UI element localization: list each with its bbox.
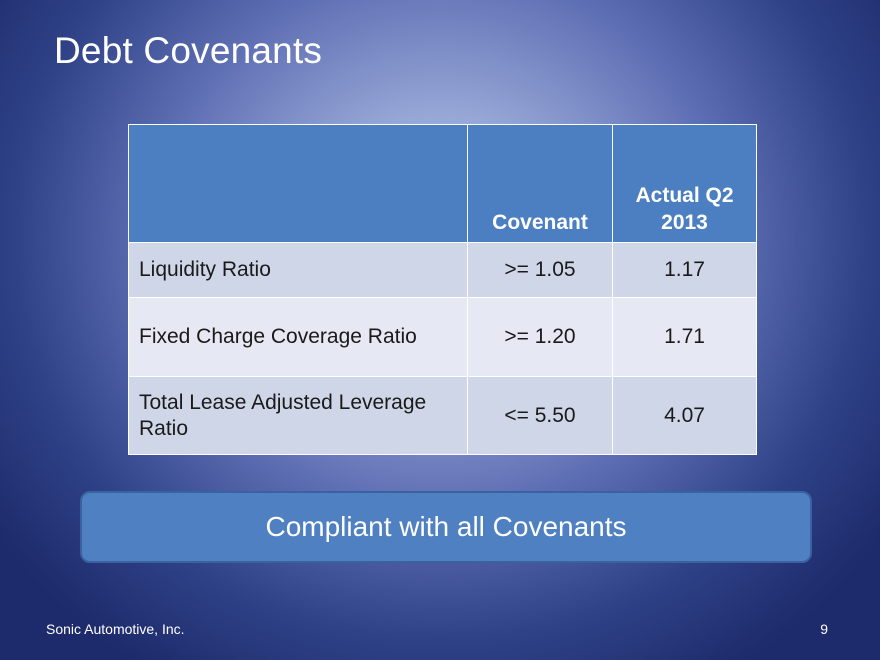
- row-label: Liquidity Ratio: [128, 242, 468, 298]
- page-number: 9: [820, 621, 828, 637]
- compliance-banner: Compliant with all Covenants: [80, 491, 812, 563]
- table-row: Fixed Charge Coverage Ratio >= 1.20 1.71: [128, 297, 757, 377]
- row-covenant: >= 1.20: [467, 297, 613, 377]
- header-blank: [128, 124, 468, 243]
- row-actual: 4.07: [612, 376, 757, 455]
- table-row: Liquidity Ratio >= 1.05 1.17: [128, 242, 757, 298]
- row-actual: 1.17: [612, 242, 757, 298]
- table-row: Total Lease Adjusted Leverage Ratio <= 5…: [128, 376, 757, 455]
- header-covenant: Covenant: [467, 124, 613, 243]
- row-label: Fixed Charge Coverage Ratio: [128, 297, 468, 377]
- row-label: Total Lease Adjusted Leverage Ratio: [128, 376, 468, 455]
- footer-company: Sonic Automotive, Inc.: [46, 621, 185, 637]
- covenant-table: Covenant Actual Q2 2013 Liquidity Ratio …: [128, 124, 757, 455]
- compliance-banner-text: Compliant with all Covenants: [265, 511, 627, 542]
- row-covenant: >= 1.05: [467, 242, 613, 298]
- slide-title: Debt Covenants: [54, 30, 323, 71]
- row-actual: 1.71: [612, 297, 757, 377]
- header-actual: Actual Q2 2013: [612, 124, 757, 243]
- table-header-row: Covenant Actual Q2 2013: [128, 124, 757, 243]
- row-covenant: <= 5.50: [467, 376, 613, 455]
